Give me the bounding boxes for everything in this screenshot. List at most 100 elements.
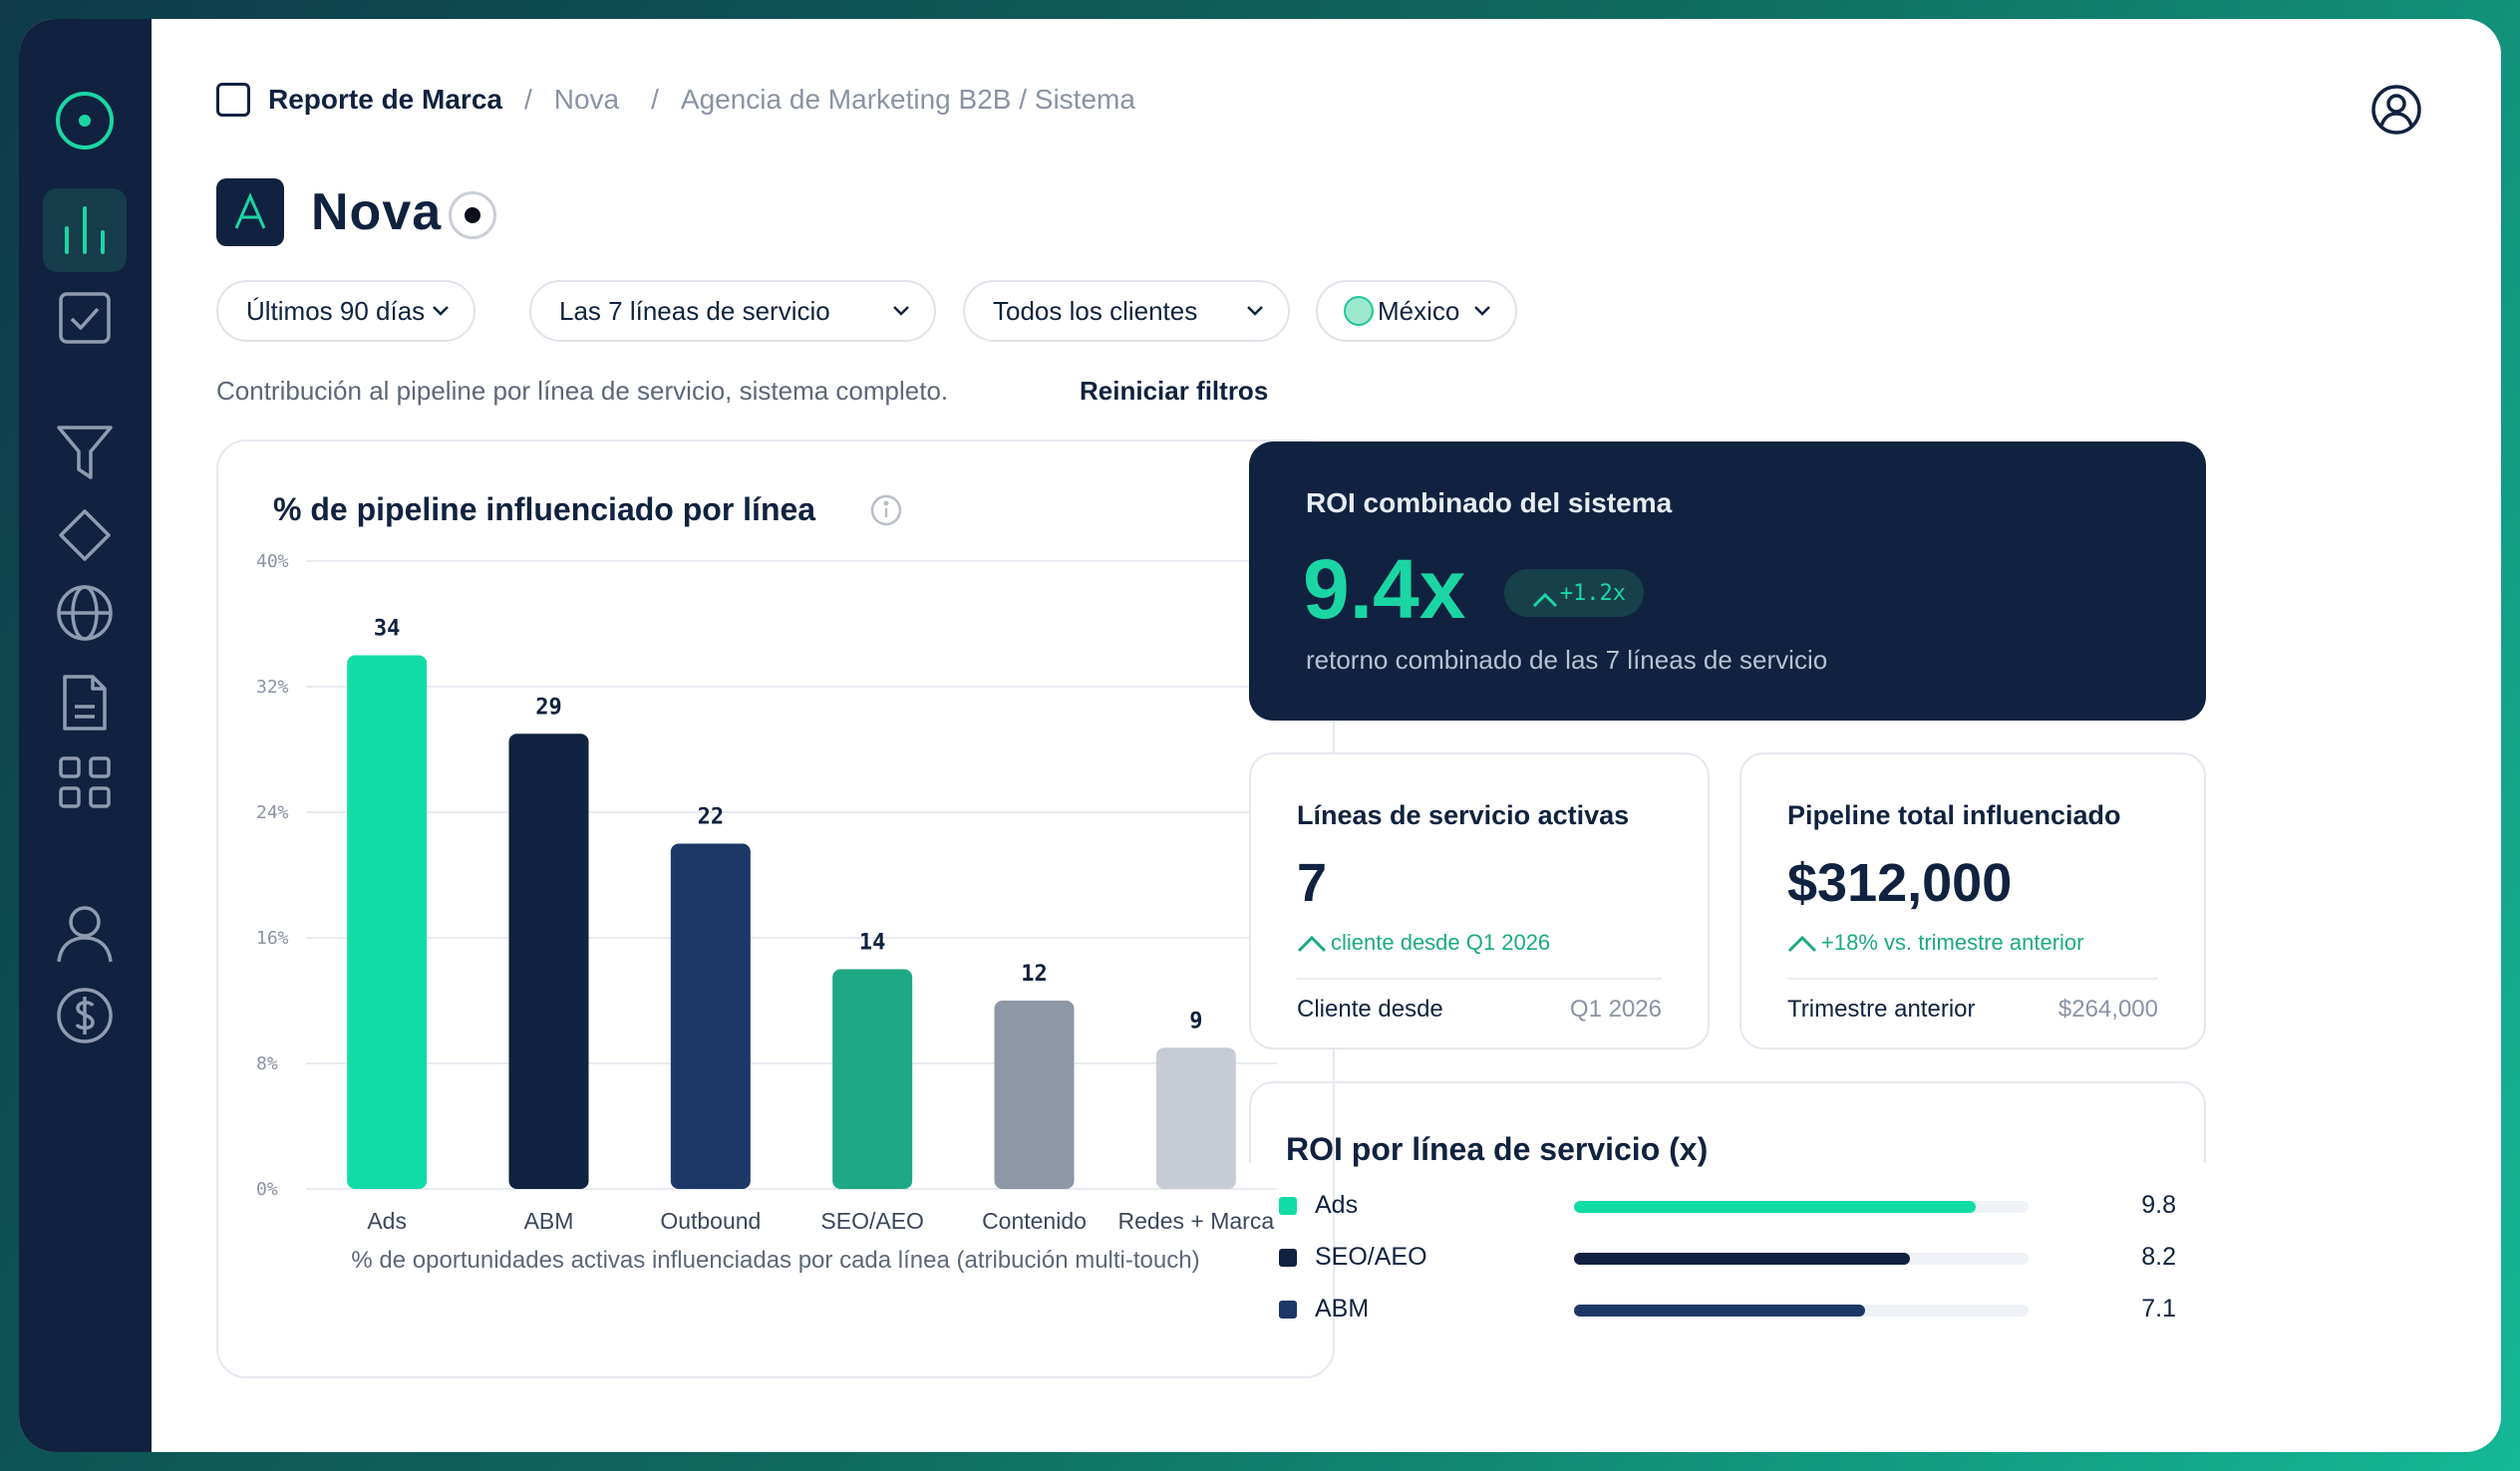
stat-card-active-lines: Líneas de servicio activas 7 cliente des… [1249,752,1710,1049]
y-tick-label: 40% [256,551,289,572]
chevron-down-icon [893,306,909,316]
stat-value: 7 [1297,853,1328,913]
chevron-down-icon [1247,306,1263,316]
breadcrumb-separator: / [523,84,532,115]
bar [994,1001,1075,1189]
bar [832,969,913,1189]
record-dot-icon [465,207,480,223]
filter-service-lines[interactable]: Las 7 líneas de servicio [529,280,936,342]
breadcrumb-item[interactable]: Nova [553,84,620,115]
main-content: Reporte de Marca / Nova / Agencia de Mar… [152,19,2501,1452]
stat-title: Líneas de servicio activas [1297,800,1630,830]
stat-value: $312,000 [1787,853,2013,913]
roi-title: ROI combinado del sistema [1306,487,1673,518]
x-tick-label: Redes + Marca [1118,1208,1275,1234]
bar [508,734,589,1189]
x-tick-label: Contenido [982,1208,1087,1234]
stat-foot-value: Q1 2026 [1569,996,1662,1023]
bar [1155,1047,1236,1189]
brand-logo-icon[interactable] [43,79,127,162]
filter-label: Las 7 líneas de servicio [559,295,830,326]
stat-delta-text: +18% vs. trimestre anterior [1821,930,2084,955]
country-flag-icon [1344,296,1374,326]
filter-label: Todos los clientes [993,295,1198,326]
y-tick-label: 8% [256,1053,278,1074]
roi-bar-track [1574,1253,2029,1265]
diamond-icon[interactable] [43,493,127,577]
divider [1787,978,2158,980]
roi-row: ABM 7.1 [1279,1292,2176,1327]
sidebar [19,19,152,1452]
app-window: Reporte de Marca / Nova / Agencia de Mar… [19,19,2501,1452]
roi-subtitle: retorno combinado de las 7 líneas de ser… [1306,645,1828,675]
legend-swatch [1279,1249,1297,1267]
user-icon[interactable] [43,892,127,976]
roi-bar-fill [1574,1305,1865,1317]
filter-date-range[interactable]: Últimos 90 días [216,280,475,342]
brand-logo-icon [234,192,266,229]
bar-value-label: 9 [1189,1009,1202,1033]
roi-bar-track [1574,1201,2029,1213]
roi-row-value: 9.8 [2141,1191,2176,1219]
stat-foot-label: Cliente desde [1297,996,1443,1023]
brand-logo [216,178,284,246]
filter-clients[interactable]: Todos los clientes [963,280,1290,342]
reset-filters-button[interactable]: Reiniciar filtros [1080,376,1269,406]
account-icon[interactable] [2369,83,2423,137]
roi-row: Ads 9.8 [1279,1188,2176,1224]
filter-label: Últimos 90 días [246,295,426,326]
bar [670,843,751,1189]
roi-row-label: Ads [1315,1191,1359,1219]
x-tick-label: ABM [524,1208,574,1234]
trend-up-icon [1297,935,1327,953]
filter-country[interactable]: México [1316,280,1517,342]
roi-delta-badge: +1.2x [1504,569,1644,617]
stat-foot-value: $264,000 [2057,996,2158,1023]
page-title: Nova [311,183,443,241]
breadcrumb-separator: / [651,84,659,115]
sidebar-toggle-icon[interactable] [216,83,250,117]
breadcrumb-root[interactable]: Reporte de Marca [268,84,502,115]
chart-caption: % de oportunidades activas influenciadas… [351,1247,1200,1274]
globe-icon[interactable] [43,571,127,655]
roi-bar-fill [1574,1253,1910,1265]
roi-delta-text: +1.2x [1559,580,1626,606]
stat-title: Pipeline total influenciado [1787,800,2121,830]
roi-by-line-card [1249,1081,2206,1163]
roi-row-value: 7.1 [2141,1295,2176,1323]
info-icon[interactable] [869,493,903,527]
tasks-icon[interactable] [43,276,127,360]
pipeline-chart-card: % de pipeline influenciado por línea 0% 8… [216,440,1335,1378]
bar-chart: 0% 8% 16% 24% 32% 40% 34 Ads 29 ABM 22 Outbound 14 SE… [256,551,1277,1234]
document-icon[interactable] [43,661,127,744]
page-subtitle: Contribución al pipeline por línea de se… [216,376,949,406]
legend-swatch [1279,1197,1297,1215]
breadcrumb: Reporte de Marca / Nova / Agencia de Mar… [216,73,1135,127]
funnel-icon[interactable] [43,410,127,493]
divider [1297,978,1662,980]
billing-icon[interactable] [43,974,127,1057]
roi-row-label: SEO/AEO [1315,1243,1427,1271]
y-tick-label: 0% [256,1179,278,1200]
stat-delta: +18% vs. trimestre anterior [1787,930,2083,956]
chart-title: % de pipeline influenciado por línea [273,491,816,527]
stat-foot-label: Trimestre anterior [1787,996,1976,1023]
grid-apps-icon[interactable] [43,740,127,824]
y-tick-label: 16% [256,928,289,949]
breadcrumb-item[interactable]: Agencia de Marketing B2B / Sistema [680,84,1135,115]
roi-bar-fill [1574,1201,1976,1213]
roi-by-line-title: ROI por línea de servicio (x) [1286,1131,1709,1167]
x-tick-label: SEO/AEO [820,1208,924,1234]
trend-up-icon [1532,592,1558,607]
legend-swatch [1279,1301,1297,1319]
analytics-icon[interactable] [43,188,127,272]
record-button[interactable] [449,191,496,239]
y-tick-label: 32% [256,677,289,698]
trend-up-icon [1787,935,1817,953]
bar-value-label: 14 [859,931,886,956]
stat-delta-text: cliente desde Q1 2026 [1331,930,1551,955]
stat-delta: cliente desde Q1 2026 [1297,930,1550,956]
roi-bar-track [1574,1305,2029,1317]
roi-value: 9.4x [1303,542,1466,636]
chevron-down-icon [433,306,449,316]
